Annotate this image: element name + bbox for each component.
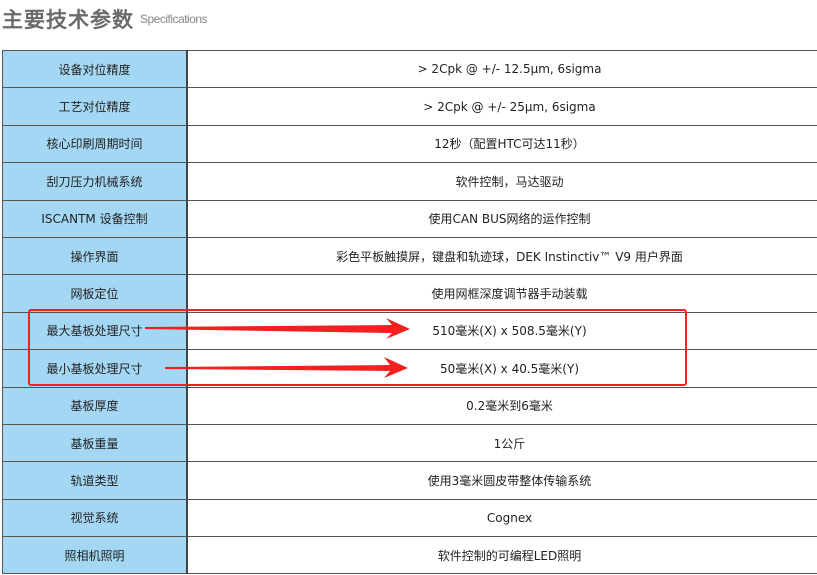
spec-value: 软件控制的可编程LED照明	[186, 536, 817, 575]
table-row: 核心印刷周期时间 12秒（配置HTC可达11秒）	[2, 124, 817, 164]
page-subtitle: Specifications	[140, 12, 208, 26]
table-row: 操作界面 彩色平板触摸屏，键盘和轨迹球，DEK Instinctiv™ V9 用户…	[2, 236, 817, 276]
spec-value: > 2Cpk @ +/- 12.5μm, 6sigma	[186, 49, 817, 89]
spec-label: 最小基板处理尺寸	[2, 349, 188, 388]
spec-label: 最大基板处理尺寸	[2, 311, 188, 351]
arrow-icon	[165, 357, 408, 378]
spec-label: 操作界面	[2, 236, 188, 276]
spec-value: 12秒（配置HTC可达11秒）	[186, 124, 817, 164]
table-row: 基板重量 1公斤	[2, 423, 817, 463]
spec-value: 彩色平板触摸屏，键盘和轨迹球，DEK Instinctiv™ V9 用户界面	[186, 236, 817, 276]
page-title: 主要技术参数	[2, 8, 134, 32]
spec-label: 轨道类型	[2, 461, 188, 500]
spec-label: 网板定位	[2, 274, 188, 313]
spec-label: 照相机照明	[2, 536, 188, 575]
spec-value: 50毫米(X) x 40.5毫米(Y)	[186, 349, 817, 388]
spec-label: ISCANTM 设备控制	[2, 199, 188, 238]
table-row: 工艺对位精度 > 2Cpk @ +/- 25μm, 6sigma	[2, 87, 817, 126]
spec-label: 基板厚度	[2, 386, 188, 425]
spec-value: 使用3毫米圆皮带整体传输系统	[186, 461, 817, 500]
spec-label: 刮刀压力机械系统	[2, 162, 188, 201]
spec-label: 基板重量	[2, 423, 188, 463]
highlight-box	[28, 309, 687, 386]
table-row: 轨道类型 使用3毫米圆皮带整体传输系统	[2, 461, 817, 500]
spec-value: Cognex	[186, 498, 817, 538]
spec-value: > 2Cpk @ +/- 25μm, 6sigma	[186, 87, 817, 126]
table-row: 照相机照明 软件控制的可编程LED照明	[2, 536, 817, 575]
spec-value: 0.2毫米到6毫米	[186, 386, 817, 425]
spec-label: 核心印刷周期时间	[2, 124, 188, 164]
table-row: 基板厚度 0.2毫米到6毫米	[2, 386, 817, 425]
table-row: 设备对位精度 > 2Cpk @ +/- 12.5μm, 6sigma	[2, 49, 817, 89]
spec-label: 工艺对位精度	[2, 87, 188, 126]
spec-value: 1公斤	[186, 423, 817, 463]
arrow-icon	[145, 318, 410, 339]
table-row: 网板定位 使用网框深度调节器手动装载	[2, 274, 817, 313]
spec-value: 使用网框深度调节器手动装载	[186, 274, 817, 313]
spec-value: 使用CAN BUS网络的运作控制	[186, 199, 817, 238]
table-row: ISCANTM 设备控制 使用CAN BUS网络的运作控制	[2, 199, 817, 238]
spec-label: 设备对位精度	[2, 49, 188, 89]
table-row: 最小基板处理尺寸 50毫米(X) x 40.5毫米(Y)	[2, 349, 817, 388]
